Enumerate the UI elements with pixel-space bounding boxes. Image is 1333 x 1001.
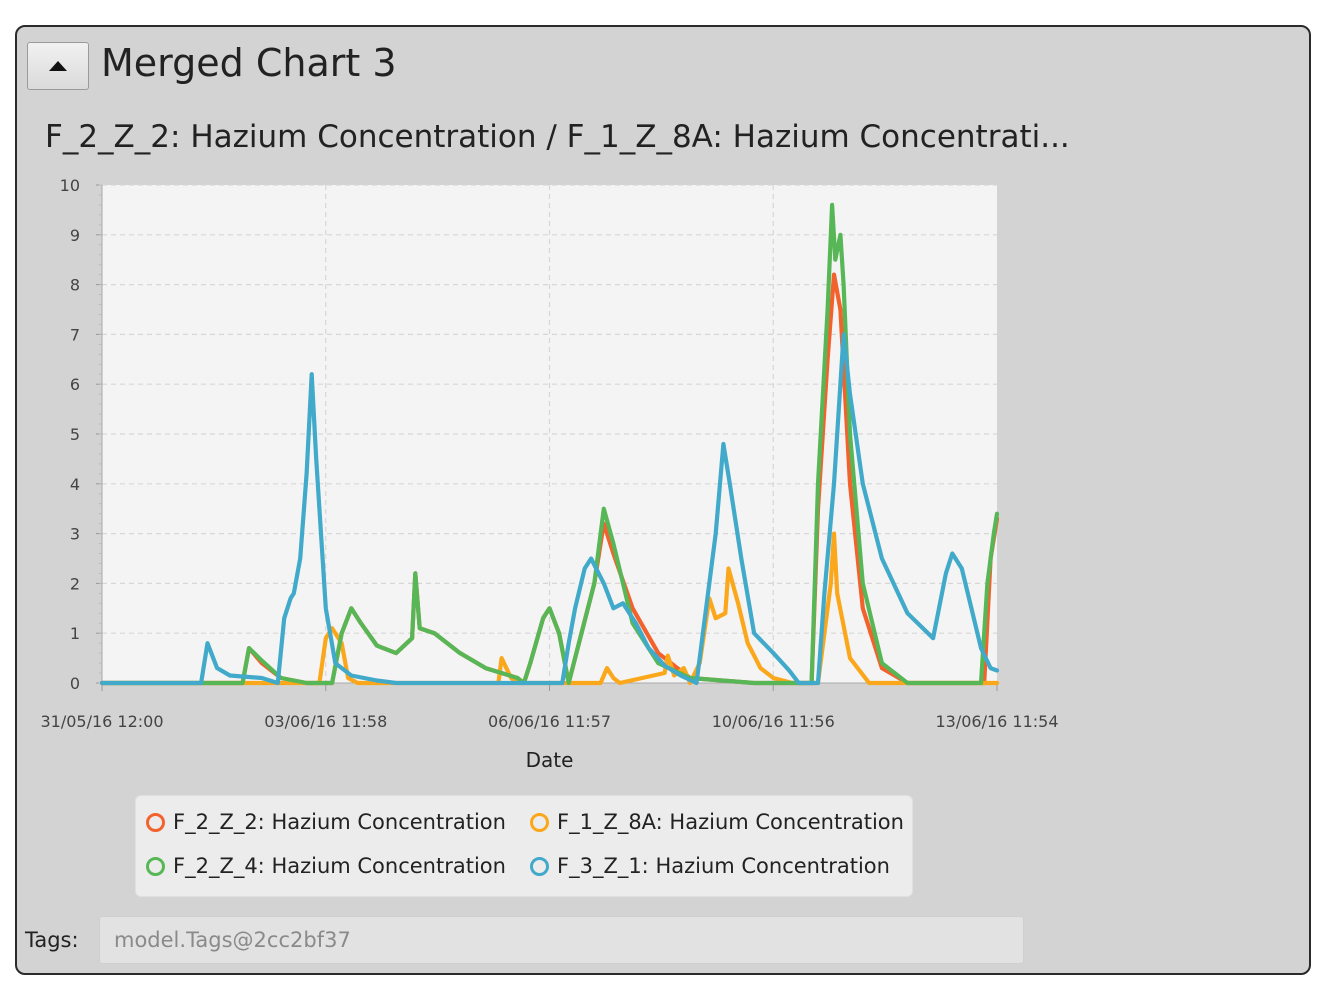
line-chart: 0 1 2 3 4 5 6 7 8 9 10 31/05/16 12:00 03/06/16 11:58… bbox=[40, 176, 1058, 772]
y-tick-label: 4 bbox=[70, 475, 80, 494]
legend-item[interactable]: F_2_Z_4: Hazium Concentration bbox=[146, 854, 506, 878]
y-tick-label: 2 bbox=[70, 574, 80, 593]
y-tick-label: 9 bbox=[70, 226, 80, 245]
legend-item[interactable]: F_2_Z_2: Hazium Concentration bbox=[146, 810, 506, 834]
triangle-up-icon bbox=[49, 61, 67, 71]
y-tick-label: 1 bbox=[70, 624, 80, 643]
series-line bbox=[99, 332, 1000, 686]
x-tick-label: 03/06/16 11:58 bbox=[264, 712, 387, 731]
legend-item[interactable]: F_1_Z_8A: Hazium Concentration bbox=[530, 810, 904, 834]
collapse-button[interactable] bbox=[27, 42, 89, 90]
legend-item[interactable]: F_3_Z_1: Hazium Concentration bbox=[530, 854, 890, 878]
chart-panel: Merged Chart 3 F_2_Z_2: Hazium Concentra… bbox=[15, 25, 1311, 975]
series-line bbox=[99, 202, 1000, 686]
y-tick-label: 6 bbox=[70, 375, 80, 394]
y-tick-label: 3 bbox=[70, 525, 80, 544]
x-tick-label: 13/06/16 11:54 bbox=[935, 712, 1058, 731]
legend-symbol bbox=[146, 856, 165, 876]
chart-legend: F_2_Z_2: Hazium Concentration F_1_Z_8A: … bbox=[135, 795, 913, 897]
x-tick-label: 31/05/16 12:00 bbox=[40, 712, 163, 731]
panel-title: Merged Chart 3 bbox=[101, 41, 397, 85]
legend-symbol bbox=[530, 812, 549, 832]
y-tick-label: 8 bbox=[70, 276, 80, 295]
legend-symbol bbox=[146, 812, 165, 832]
y-tick-label: 0 bbox=[70, 674, 80, 693]
y-tick-label: 10 bbox=[60, 176, 80, 195]
tags-field[interactable]: model.Tags@2cc2bf37 bbox=[99, 916, 1024, 964]
y-tick-label: 5 bbox=[70, 425, 80, 444]
legend-label: F_2_Z_2: Hazium Concentration bbox=[173, 810, 506, 834]
chart-title: F_2_Z_2: Hazium Concentration / F_1_Z_8A… bbox=[45, 119, 1070, 155]
legend-label: F_3_Z_1: Hazium Concentration bbox=[557, 854, 890, 878]
x-axis-label: Date bbox=[526, 748, 574, 772]
legend-label: F_1_Z_8A: Hazium Concentration bbox=[557, 810, 904, 834]
x-tick-label: 10/06/16 11:56 bbox=[712, 712, 835, 731]
y-tick-label: 7 bbox=[70, 325, 80, 344]
legend-symbol bbox=[530, 856, 549, 876]
tags-label: Tags: bbox=[25, 928, 79, 952]
legend-label: F_2_Z_4: Hazium Concentration bbox=[173, 854, 506, 878]
x-tick-label: 06/06/16 11:57 bbox=[488, 712, 611, 731]
